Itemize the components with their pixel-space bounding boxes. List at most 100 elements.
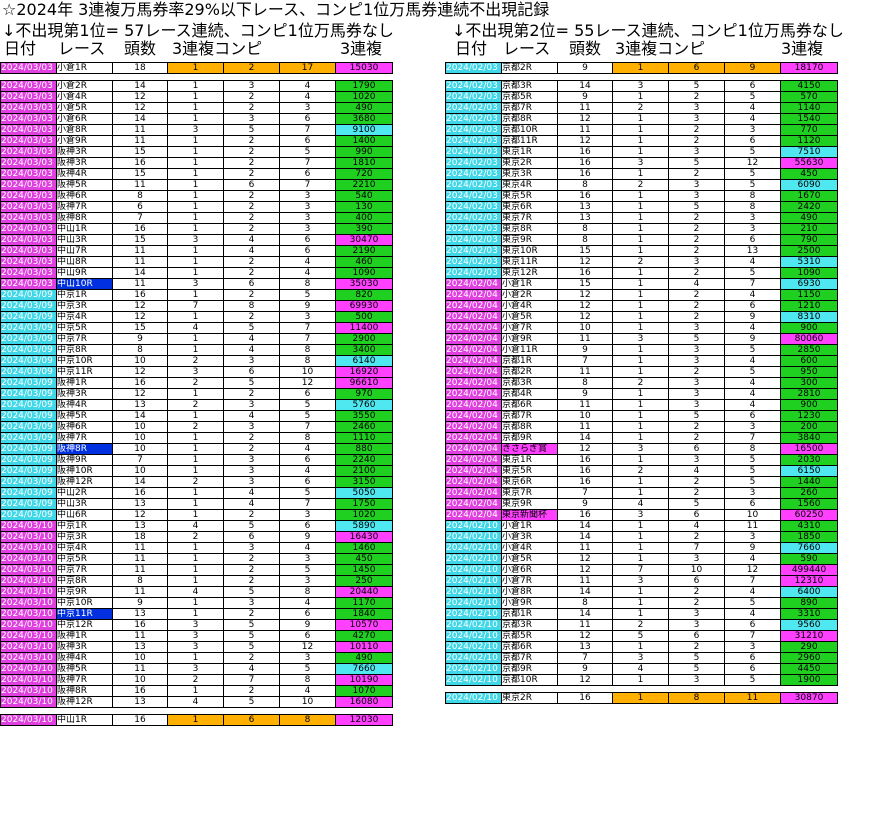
race-name: 京都3R xyxy=(501,80,558,92)
race-name: 京都6R xyxy=(501,399,558,411)
compi-pick-3: 3 xyxy=(724,531,781,543)
runner-count: 12 xyxy=(557,564,613,576)
trio-payout: 1750 xyxy=(335,498,393,510)
compi-pick-3: 8 xyxy=(279,586,336,598)
race-date: 2024/03/10 xyxy=(0,542,57,554)
race-name: 小倉4R xyxy=(501,300,558,312)
runner-count: 12 xyxy=(557,300,613,312)
trio-payout: 9560 xyxy=(780,619,838,631)
table-row: 2024/02/04 京都2R 11 1 2 5 950 xyxy=(445,366,838,378)
race-date: 2024/03/10 xyxy=(0,597,57,609)
trio-payout: 31210 xyxy=(780,630,838,642)
trio-payout: 2210 xyxy=(335,179,393,191)
compi-pick-3: 5 xyxy=(724,168,781,180)
race-date: 2024/02/10 xyxy=(445,663,502,675)
race-date: 2024/03/09 xyxy=(0,289,57,301)
table-row: 2024/03/03 小倉9R 11 1 2 6 1400 xyxy=(0,135,393,147)
compi-pick-1: 1 xyxy=(167,212,224,224)
race-name: 阪神3R xyxy=(56,388,113,400)
table-row: 2024/02/04 小倉4R 12 1 2 6 1210 xyxy=(445,300,838,312)
trio-payout: 1090 xyxy=(780,267,838,279)
trio-payout: 16920 xyxy=(335,366,393,378)
compi-pick-2: 5 xyxy=(223,520,280,532)
compi-pick-1: 1 xyxy=(612,289,669,301)
runner-count: 11 xyxy=(557,366,613,378)
spacer-cell xyxy=(0,73,393,81)
compi-pick-2: 4 xyxy=(668,465,725,477)
race-name: 小倉5R xyxy=(501,311,558,323)
race-name: 京都6R xyxy=(501,641,558,653)
compi-pick-1: 1 xyxy=(167,388,224,400)
compi-pick-2: 2 xyxy=(223,102,280,114)
compi-pick-2: 2 xyxy=(223,289,280,301)
compi-pick-3: 4 xyxy=(279,91,336,103)
race-date: 2024/02/10 xyxy=(445,542,502,554)
compi-pick-3: 7 xyxy=(724,432,781,444)
runner-count: 12 xyxy=(112,366,168,378)
race-name: 中京10R xyxy=(56,597,113,609)
compi-pick-3: 4 xyxy=(724,256,781,268)
race-name: 小倉1R xyxy=(56,62,113,74)
race-name: 中山1R xyxy=(56,223,113,235)
race-date: 2024/02/03 xyxy=(445,157,502,169)
compi-pick-1: 1 xyxy=(167,245,224,257)
table-row: 2024/02/10 京都6R 13 1 2 3 290 xyxy=(445,641,838,653)
trio-payout: 1670 xyxy=(780,190,838,202)
compi-pick-2: 2 xyxy=(223,432,280,444)
compi-pick-1: 1 xyxy=(612,399,669,411)
compi-pick-2: 2 xyxy=(668,487,725,499)
race-date: 2024/03/10 xyxy=(0,553,57,565)
table-row: 2024/03/09 中京3R 12 7 8 9 69930 xyxy=(0,300,393,312)
compi-pick-2: 2 xyxy=(668,476,725,488)
race-name: 小倉8R xyxy=(501,586,558,598)
runner-count: 11 xyxy=(557,399,613,411)
table-row: 2024/02/10 小倉7R 11 3 6 7 12310 xyxy=(445,575,838,587)
table-row: 2024/03/10 阪神4R 10 1 2 3 490 xyxy=(0,652,393,664)
compi-pick-2: 6 xyxy=(223,531,280,543)
compi-pick-2: 5 xyxy=(223,619,280,631)
compi-pick-2: 3 xyxy=(668,399,725,411)
compi-pick-2: 3 xyxy=(223,542,280,554)
compi-pick-1: 1 xyxy=(612,223,669,235)
runner-count: 14 xyxy=(557,80,613,92)
compi-pick-1: 1 xyxy=(167,597,224,609)
race-name: 東京10R xyxy=(501,245,558,257)
compi-pick-2: 2 xyxy=(668,289,725,301)
compi-pick-1: 3 xyxy=(167,663,224,675)
trio-payout: 4310 xyxy=(780,520,838,532)
compi-pick-3: 4 xyxy=(724,399,781,411)
trio-payout: 1110 xyxy=(335,432,393,444)
race-date: 2024/03/03 xyxy=(0,113,57,125)
compi-pick-2: 5 xyxy=(668,410,725,422)
compi-pick-1: 1 xyxy=(612,62,669,74)
trio-payout: 10570 xyxy=(335,619,393,631)
runner-count: 11 xyxy=(557,619,613,631)
compi-pick-3: 12 xyxy=(279,641,336,653)
compi-pick-2: 2 xyxy=(668,597,725,609)
race-name: 中京5R xyxy=(56,553,113,565)
trio-payout: 11400 xyxy=(335,322,393,334)
race-date: 2024/02/04 xyxy=(445,509,502,521)
compi-pick-2: 3 xyxy=(223,355,280,367)
race-date: 2024/03/09 xyxy=(0,421,57,433)
compi-pick-3: 6 xyxy=(279,454,336,466)
runner-count: 13 xyxy=(557,201,613,213)
trio-payout: 790 xyxy=(780,234,838,246)
compi-pick-2: 5 xyxy=(668,333,725,345)
race-name: 東京4R xyxy=(501,179,558,191)
trio-payout: 770 xyxy=(780,124,838,136)
race-date: 2024/03/09 xyxy=(0,300,57,312)
race-date: 2024/03/03 xyxy=(0,168,57,180)
runner-count: 18 xyxy=(112,531,168,543)
runner-count: 12 xyxy=(557,289,613,301)
compi-pick-2: 2 xyxy=(668,366,725,378)
compi-pick-3: 4 xyxy=(279,443,336,455)
compi-pick-3: 6 xyxy=(279,168,336,180)
compi-pick-3: 5 xyxy=(724,344,781,356)
compi-pick-3: 3 xyxy=(279,212,336,224)
table-row: 2024/02/03 東京7R 13 1 2 3 490 xyxy=(445,212,838,224)
compi-pick-3: 6 xyxy=(279,630,336,642)
table-row: 2024/02/10 京都9R 9 4 5 6 4450 xyxy=(445,663,838,675)
race-date: 2024/03/03 xyxy=(0,157,57,169)
compi-pick-2: 10 xyxy=(668,564,725,576)
